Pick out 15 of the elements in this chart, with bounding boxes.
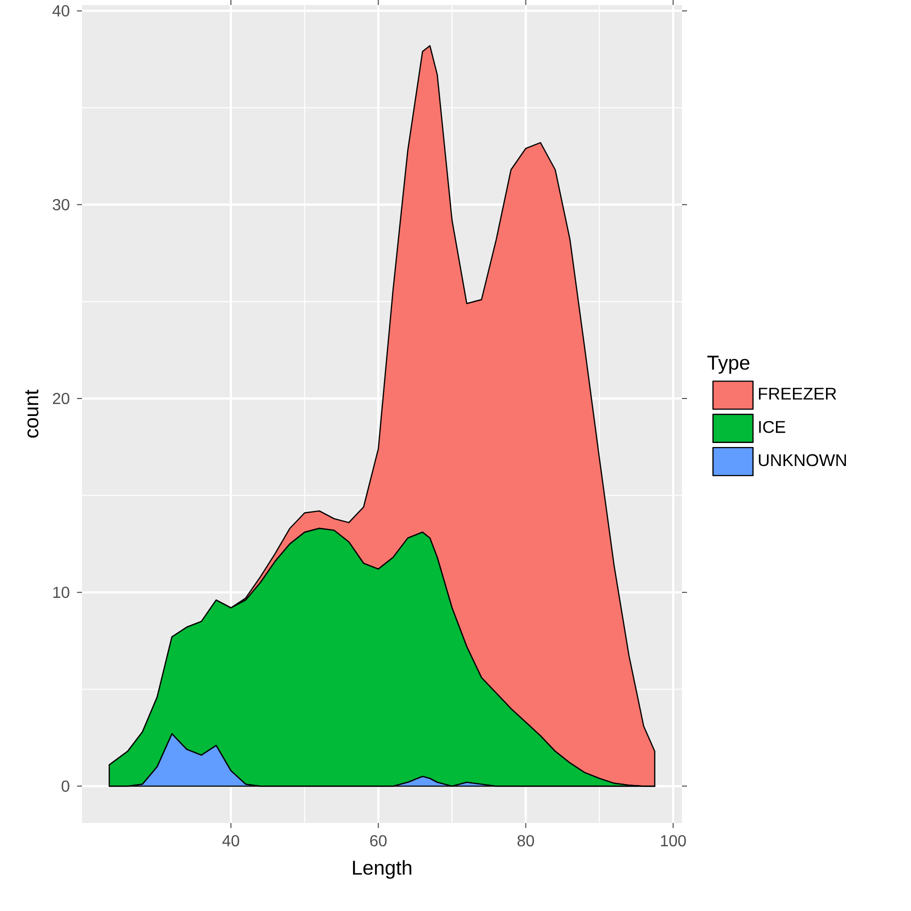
y-tick-label: 0 xyxy=(62,780,70,792)
y-tick-label: 20 xyxy=(52,392,70,404)
x-tick-label: 40 xyxy=(222,835,240,846)
x-tick-label: 100 xyxy=(661,835,686,846)
y-tick-label: 30 xyxy=(52,198,70,210)
x-tick-label: 80 xyxy=(518,835,534,846)
legend-label: UNKNOWN xyxy=(758,454,846,466)
x-axis-title: Length xyxy=(353,860,412,879)
legend-label: ICE xyxy=(759,420,786,433)
legend-label: FREEZER xyxy=(758,388,836,400)
y-axis-title: count xyxy=(25,390,38,438)
legend-title: Type xyxy=(707,356,750,374)
y-tick-label: 40 xyxy=(52,5,70,16)
y-tick-label: 10 xyxy=(53,586,70,598)
x-tick-label: 60 xyxy=(370,835,387,846)
